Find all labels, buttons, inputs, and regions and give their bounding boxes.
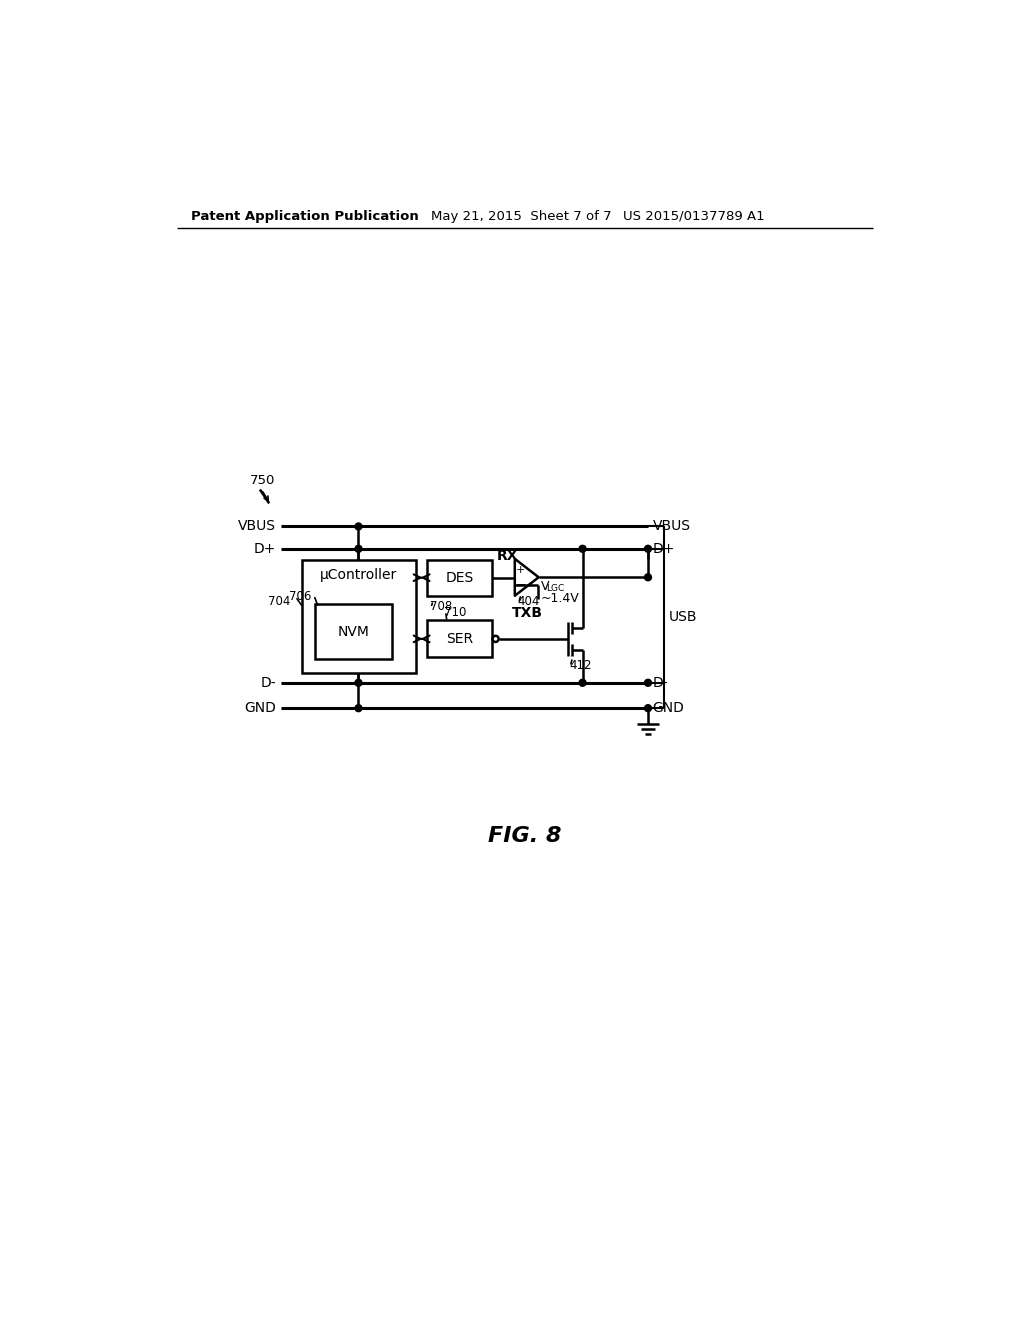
Circle shape <box>580 680 586 686</box>
Circle shape <box>644 574 651 581</box>
Text: 710: 710 <box>444 606 466 619</box>
Circle shape <box>644 545 651 552</box>
Text: NVM: NVM <box>338 624 370 639</box>
Circle shape <box>355 680 361 686</box>
Text: DES: DES <box>445 570 474 585</box>
Text: GND: GND <box>652 701 684 715</box>
Circle shape <box>644 705 651 711</box>
Text: TXB: TXB <box>512 606 543 619</box>
Text: 708: 708 <box>430 601 453 612</box>
Text: −: − <box>516 578 526 591</box>
Text: 706: 706 <box>289 590 311 603</box>
Text: VBUS: VBUS <box>652 520 690 533</box>
Text: 412: 412 <box>569 659 592 672</box>
Text: Patent Application Publication: Patent Application Publication <box>190 210 419 223</box>
Circle shape <box>580 545 586 552</box>
Bar <box>315 605 392 659</box>
Circle shape <box>355 523 361 529</box>
Text: LGC: LGC <box>547 585 564 593</box>
Text: 750: 750 <box>250 474 275 487</box>
Text: May 21, 2015  Sheet 7 of 7: May 21, 2015 Sheet 7 of 7 <box>431 210 611 223</box>
Text: SER: SER <box>446 632 473 645</box>
Text: FIG. 8: FIG. 8 <box>488 826 561 846</box>
Text: D+: D+ <box>652 541 675 556</box>
Text: GND: GND <box>244 701 276 715</box>
Text: +: + <box>516 565 525 574</box>
Text: V: V <box>541 579 550 593</box>
Text: VBUS: VBUS <box>239 520 276 533</box>
Bar <box>427 620 493 657</box>
Text: D+: D+ <box>254 541 276 556</box>
Circle shape <box>355 545 361 552</box>
Text: USB: USB <box>669 610 697 624</box>
Text: US 2015/0137789 A1: US 2015/0137789 A1 <box>624 210 765 223</box>
Text: 704: 704 <box>267 595 290 609</box>
Circle shape <box>644 680 651 686</box>
Text: 404: 404 <box>518 595 541 609</box>
Bar <box>301 560 416 673</box>
Bar <box>427 560 493 595</box>
Text: ~1.4V: ~1.4V <box>541 591 580 605</box>
Text: D-: D- <box>652 676 669 690</box>
Text: μController: μController <box>321 568 397 582</box>
Circle shape <box>355 705 361 711</box>
Text: D-: D- <box>260 676 276 690</box>
Text: RX: RX <box>497 549 518 564</box>
